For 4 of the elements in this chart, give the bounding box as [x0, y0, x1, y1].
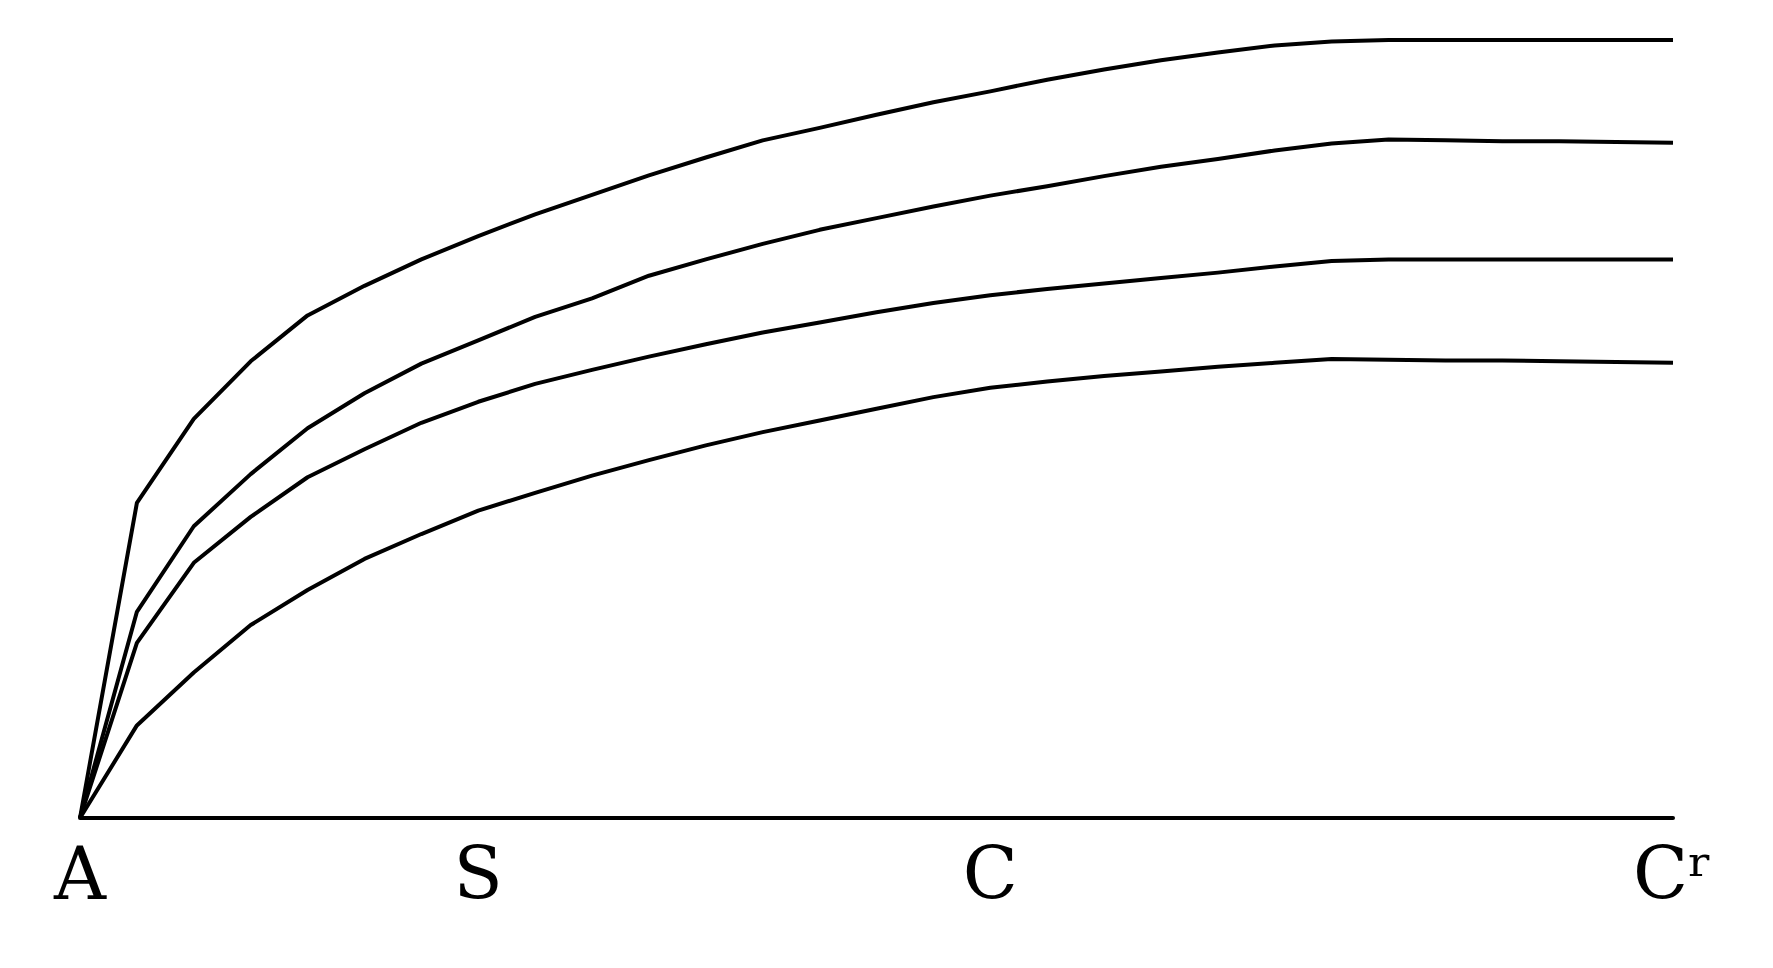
x-tick-label: A: [53, 832, 107, 916]
x-tick-label: S: [453, 832, 503, 916]
x-tick-label: Cʳ: [1632, 832, 1714, 916]
x-tick-label: C: [962, 832, 1018, 916]
